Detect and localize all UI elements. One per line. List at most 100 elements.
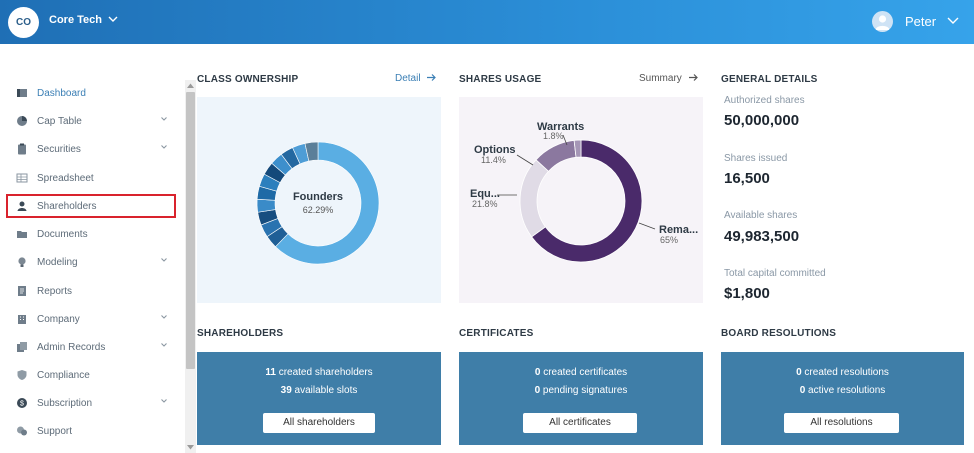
dollar-icon: $ xyxy=(16,397,28,409)
detail-link-label: Detail xyxy=(395,73,421,84)
sidebar-item-cap-table[interactable]: Cap Table xyxy=(8,111,174,131)
chevron-down-icon[interactable] xyxy=(160,341,168,349)
sidebar-item-label: Admin Records xyxy=(37,341,106,353)
scroll-up-icon[interactable] xyxy=(186,82,195,89)
resolutions-active-line: 0 active resolutions xyxy=(799,385,886,396)
donut-slice-rema[interactable] xyxy=(531,139,643,263)
donut-slice-equ[interactable] xyxy=(519,159,550,238)
class-ownership-chart-panel: Founders 62.29% xyxy=(197,97,441,303)
sidebar-item-label: Documents xyxy=(37,228,88,240)
chevron-down-icon[interactable] xyxy=(947,15,959,25)
equity-pct: 21.8% xyxy=(472,199,498,209)
user-avatar-icon[interactable] xyxy=(872,11,893,32)
svg-text:$: $ xyxy=(20,401,24,408)
sidebar-item-admin-records[interactable]: Admin Records xyxy=(8,337,174,357)
certificates-card: 0 created certificates 0 pending signatu… xyxy=(459,352,703,445)
grid-icon xyxy=(16,172,28,184)
sidebar-item-reports[interactable]: Reports xyxy=(8,281,174,301)
sidebar-item-label: Spreadsheet xyxy=(37,172,94,184)
sidebar-item-securities[interactable]: Securities xyxy=(8,139,174,159)
sidebar-item-label: Dashboard xyxy=(37,87,86,99)
shareholders-created-line: 11 created shareholders xyxy=(265,367,373,378)
board-resolutions-card: 0 created resolutions 0 active resolutio… xyxy=(721,352,964,445)
shares-usage-donut-chart[interactable]: Warrants 1.8% Options 11.4% Equ... 21.8%… xyxy=(459,97,703,303)
folder-icon xyxy=(16,228,28,240)
chevron-down-icon[interactable] xyxy=(160,256,168,264)
donut-slice-other-class[interactable] xyxy=(304,141,319,162)
user-name[interactable]: Peter xyxy=(905,14,937,29)
remaining-pct: 65% xyxy=(660,235,678,245)
warrants-label: Warrants xyxy=(537,121,584,133)
sidebar-item-subscription[interactable]: $ Subscription xyxy=(8,393,174,413)
pie-icon xyxy=(16,115,28,127)
shareholders-title: SHAREHOLDERS xyxy=(197,328,284,339)
bulb-icon xyxy=(16,256,28,268)
resolutions-created-line: 0 created resolutions xyxy=(796,367,889,378)
summary-link-label: Summary xyxy=(639,73,682,84)
shareholders-card: 11 created shareholders 39 available slo… xyxy=(197,352,441,445)
class-ownership-donut-chart[interactable]: Founders 62.29% xyxy=(197,97,441,303)
all-shareholders-button[interactable]: All shareholders xyxy=(263,413,375,433)
remaining-leader-line xyxy=(638,222,656,230)
sidebar-item-support[interactable]: Support xyxy=(8,421,174,441)
sidebar-item-label: Modeling xyxy=(37,256,78,268)
top-bar: CO Core Tech Peter xyxy=(0,0,974,44)
shares-usage-summary-link[interactable]: Summary xyxy=(639,73,699,84)
shares-usage-title: SHARES USAGE xyxy=(459,74,542,85)
sidebar-scrollbar-thumb[interactable] xyxy=(186,92,195,369)
donut-center-value: 62.29% xyxy=(303,205,334,215)
scroll-down-icon[interactable] xyxy=(186,444,195,451)
general-details-title: GENERAL DETAILS xyxy=(721,74,818,85)
class-ownership-title: CLASS OWNERSHIP xyxy=(197,74,299,85)
sidebar-item-company[interactable]: Company xyxy=(8,309,174,329)
options-label: Options xyxy=(474,144,516,156)
sidebar-item-label: Compliance xyxy=(37,369,90,381)
sidebar-item-modeling[interactable]: Modeling xyxy=(8,252,174,272)
authorized-shares-label: Authorized shares xyxy=(724,95,805,106)
sidebar-item-label: Reports xyxy=(37,285,73,297)
chevron-down-icon[interactable] xyxy=(108,14,118,24)
shares-usage-chart-panel: Warrants 1.8% Options 11.4% Equ... 21.8%… xyxy=(459,97,703,303)
chevron-down-icon[interactable] xyxy=(160,115,168,123)
sidebar-item-label: Subscription xyxy=(37,397,93,409)
all-resolutions-button[interactable]: All resolutions xyxy=(784,413,899,433)
chevron-down-icon[interactable] xyxy=(160,397,168,405)
shares-issued-label: Shares issued xyxy=(724,153,788,164)
sidebar-item-label: Shareholders xyxy=(37,200,97,212)
total-capital-value: $1,800 xyxy=(724,285,770,302)
donut-slice-founders[interactable] xyxy=(275,141,380,265)
chat-icon xyxy=(16,425,28,437)
chevron-down-icon[interactable] xyxy=(160,313,168,321)
org-name[interactable]: Core Tech xyxy=(49,14,102,26)
dashboard-icon xyxy=(16,87,28,99)
shareholders-slots-line: 39 available slots xyxy=(280,385,358,396)
certificates-created-line: 0 created certificates xyxy=(534,367,628,378)
sidebar-item-spreadsheet[interactable]: Spreadsheet xyxy=(8,168,174,188)
sidebar-item-dashboard[interactable]: Dashboard xyxy=(8,83,174,103)
certificates-title: CERTIFICATES xyxy=(459,328,534,339)
total-capital-label: Total capital committed xyxy=(724,268,826,279)
org-avatar[interactable]: CO xyxy=(8,7,39,38)
equity-label: Equ... xyxy=(470,188,500,200)
class-ownership-detail-link[interactable]: Detail xyxy=(395,73,437,84)
authorized-shares-value: 50,000,000 xyxy=(724,112,800,129)
shield-icon xyxy=(16,369,28,381)
sidebar-item-label: Securities xyxy=(37,143,81,155)
remaining-label: Rema... xyxy=(659,224,698,236)
all-certificates-button[interactable]: All certificates xyxy=(523,413,637,433)
certificates-pending-line: 0 pending signatures xyxy=(534,385,628,396)
donut-center-label: Founders xyxy=(293,191,343,203)
sidebar-item-documents[interactable]: Documents xyxy=(8,224,174,244)
donut-slice-warrants[interactable] xyxy=(573,139,582,158)
clipboard-icon xyxy=(16,143,28,155)
warrants-leader-line xyxy=(562,134,568,146)
board-resolutions-title: BOARD RESOLUTIONS xyxy=(721,328,837,339)
sidebar-item-label: Support xyxy=(37,425,73,437)
records-icon xyxy=(16,341,28,353)
sidebar-item-shareholders[interactable]: Shareholders xyxy=(6,194,176,218)
chevron-down-icon[interactable] xyxy=(160,143,168,151)
available-shares-label: Available shares xyxy=(724,210,798,221)
sidebar-item-label: Cap Table xyxy=(37,115,82,127)
sidebar-item-compliance[interactable]: Compliance xyxy=(8,365,174,385)
report-icon xyxy=(16,285,28,297)
